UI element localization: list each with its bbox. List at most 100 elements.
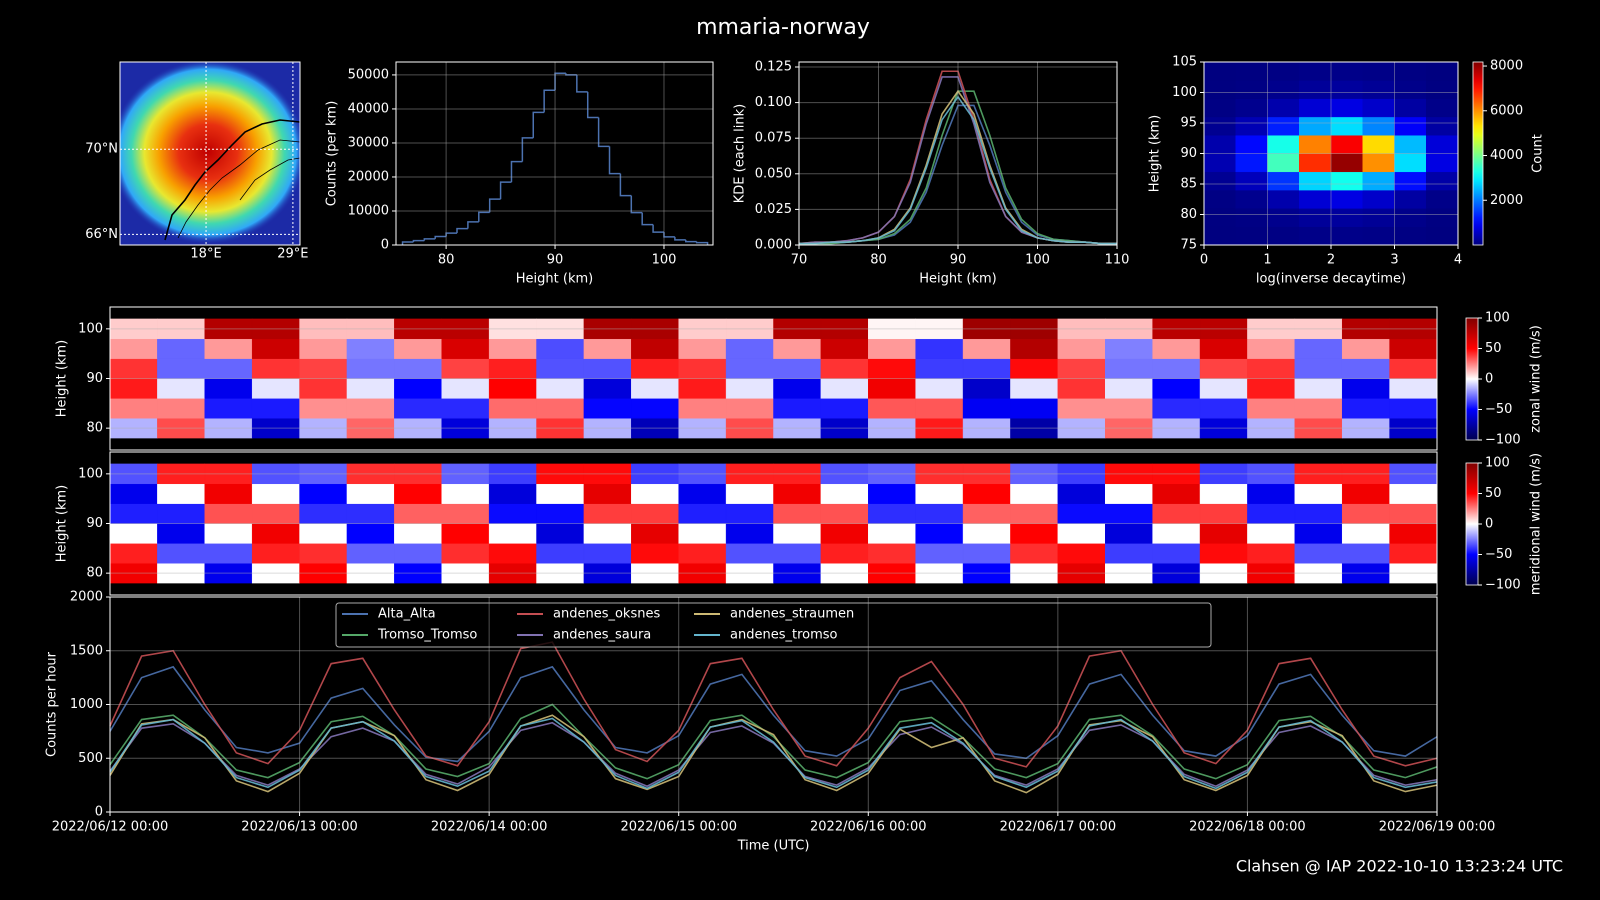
heatmap-cell [394, 338, 443, 359]
heatmap-cell [1389, 483, 1438, 504]
heatmap-cell [1330, 80, 1363, 99]
y-tick-label: 66°N [85, 227, 118, 242]
heatmap-cell [915, 543, 964, 564]
heatmap-cell [346, 378, 395, 399]
colorbar-label: meridional wind (m/s) [1529, 453, 1544, 595]
heatmap-cell [1389, 378, 1438, 399]
x-tick-label: 18°E [190, 247, 221, 262]
colorbar-tick-label: 0 [1485, 372, 1493, 387]
heatmap-cell [1152, 523, 1201, 544]
heatmap-cell [251, 398, 300, 419]
x-tick-label: 70 [791, 253, 808, 268]
x-tick-label: 29°E [277, 247, 308, 262]
heatmap-cell [1299, 171, 1332, 191]
histogram-step [619, 173, 632, 197]
histogram-step [521, 137, 534, 162]
y-tick-label: 70°N [85, 142, 118, 157]
heatmap-cell [109, 503, 158, 524]
heatmap-cell [1330, 134, 1363, 154]
colorbar-tick-label: 4000 [1490, 148, 1523, 163]
heatmap-cell [1057, 358, 1106, 379]
heatmap-cell [204, 503, 253, 524]
heatmap-cell [725, 338, 774, 359]
colorbar-tick-label: 50 [1485, 486, 1502, 501]
x-tick-label: 2 [1327, 253, 1335, 268]
x-tick-label: 2022/06/13 00:00 [241, 820, 358, 835]
y-tick-label: 0.100 [755, 95, 792, 110]
heatmap-cell [773, 338, 822, 359]
y-tick-label: 75 [1180, 238, 1197, 253]
heatmap-cell [1203, 98, 1236, 118]
y-tick-label: 100 [78, 466, 103, 481]
heatmap-cell [1152, 358, 1201, 379]
heatmap-cell [1203, 61, 1236, 81]
heatmap-cell [1247, 358, 1296, 379]
heatmap-cell [536, 483, 585, 504]
x-tick-label: 2022/06/15 00:00 [620, 820, 737, 835]
heatmap-cell [962, 523, 1011, 544]
heatmap-cell [157, 358, 206, 379]
y-tick-label: 90 [86, 516, 103, 531]
heatmap-cell [1294, 543, 1343, 564]
heatmap-cell [1294, 503, 1343, 524]
heatmap-cell [1362, 171, 1395, 191]
heatmap-cell [1341, 543, 1390, 564]
x-axis-label: Height (km) [919, 272, 996, 287]
heatmap-cell [1294, 483, 1343, 504]
histogram-step [565, 73, 577, 76]
heatmap-cell [1247, 338, 1296, 359]
heatmap-cell [1010, 338, 1059, 359]
heatmap-cell [1203, 134, 1236, 154]
heatmap-cell [868, 378, 916, 399]
heatmap-cell [1057, 543, 1106, 564]
y-tick-label: 1000 [70, 697, 103, 712]
heatmap-cell [299, 378, 348, 399]
colorbar-tick-label: 6000 [1490, 103, 1523, 118]
heatmap-cell [1199, 378, 1248, 399]
heatmap-cell [1389, 503, 1438, 524]
heatmap-cell [1235, 153, 1268, 173]
heatmap-cell [346, 483, 395, 504]
heatmap-cell [915, 503, 964, 524]
y-tick-label: 1500 [70, 643, 103, 658]
x-tick-label: 2022/06/14 00:00 [431, 820, 548, 835]
x-axis-label: Height (km) [516, 272, 593, 287]
heatmap-cell [1235, 80, 1268, 99]
histogram-step [456, 227, 468, 234]
heatmap-cell [1010, 503, 1059, 524]
heatmap-cell [1247, 523, 1296, 544]
heatmap-cell [1299, 208, 1332, 227]
heatmap-cell [1010, 483, 1059, 504]
heatmap-cell [1362, 80, 1395, 99]
heatmap-cell [1362, 208, 1395, 227]
axes-frame [119, 61, 301, 246]
heatmap-cell [346, 338, 395, 359]
heatmap-cell [820, 543, 869, 564]
x-tick-label: 2022/06/12 00:00 [52, 820, 169, 835]
heatmap-cell [1267, 208, 1300, 227]
axes-frame [109, 451, 1438, 596]
heatmap-cell [1267, 98, 1300, 118]
heatmap-cell [1299, 61, 1332, 81]
heatmap-cell [583, 523, 632, 544]
heatmap-cell [678, 358, 727, 379]
axes-frame [109, 596, 1438, 813]
heatmap-cell [773, 543, 822, 564]
heatmap-cell [157, 398, 206, 419]
heatmap-cell [1152, 338, 1201, 359]
x-tick-label: 100 [652, 253, 677, 268]
histogram-step [478, 211, 490, 222]
histogram-step [608, 146, 621, 175]
heatmap-cell [820, 338, 869, 359]
heatmap-cell [1203, 208, 1236, 227]
y-tick-label: 80 [86, 421, 103, 436]
heatmap-cell [1010, 543, 1059, 564]
y-axis-label: Height (km) [55, 485, 70, 562]
map-density [120, 62, 300, 244]
heatmap-cell [1426, 116, 1459, 136]
legend-label: andenes_straumen [730, 607, 854, 622]
heatmap-cell [1426, 134, 1459, 154]
heatmap-cell [394, 543, 443, 564]
heatmap-cell [820, 503, 869, 524]
